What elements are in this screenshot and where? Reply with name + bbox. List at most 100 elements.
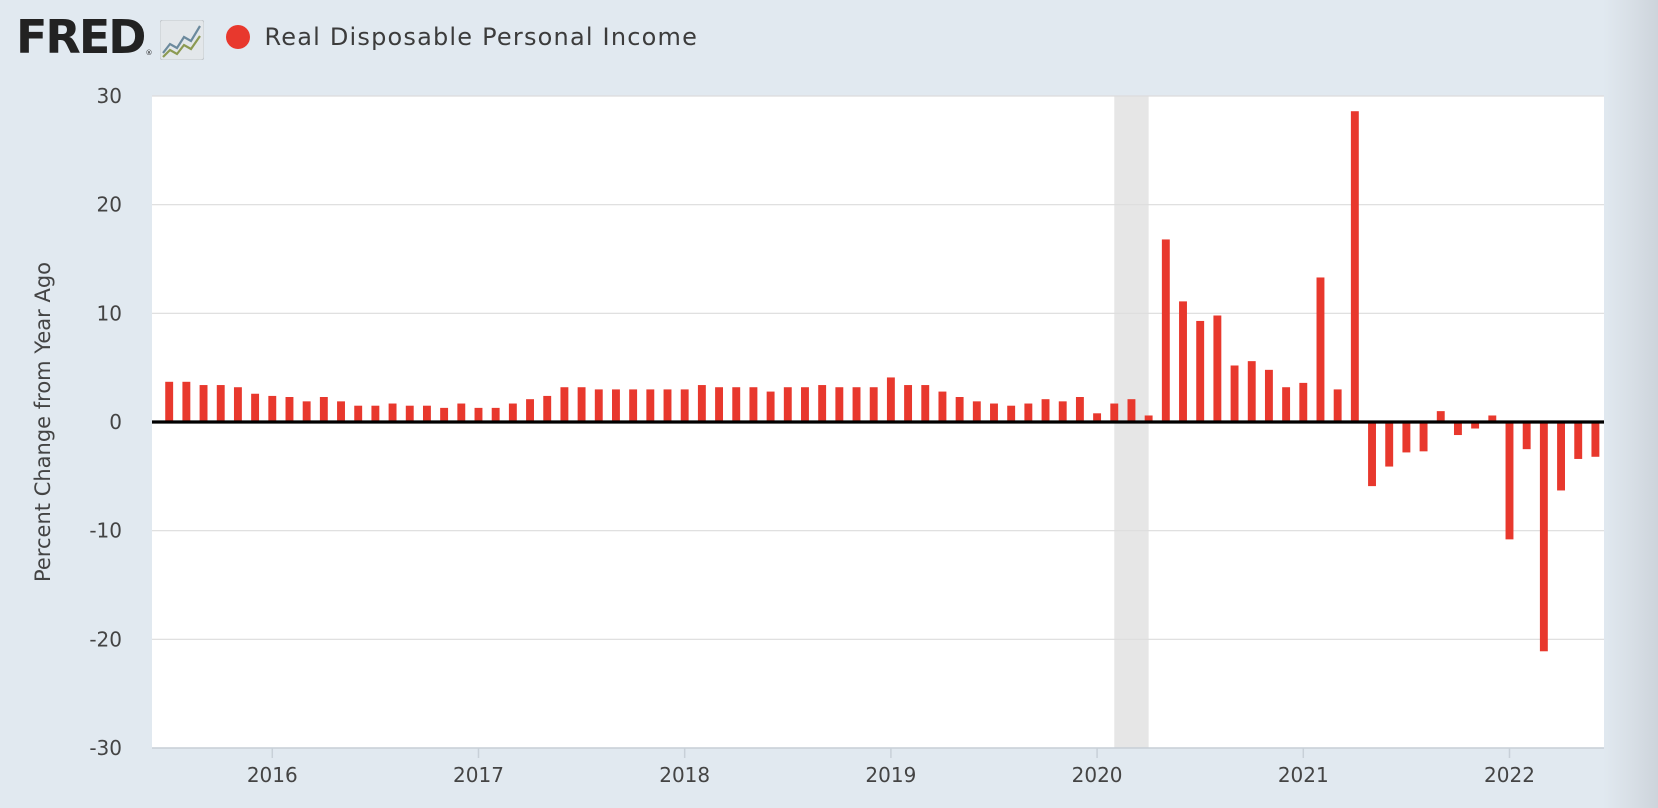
bar[interactable] <box>1333 389 1342 422</box>
legend-label: Real Disposable Personal Income <box>264 23 699 51</box>
bar[interactable] <box>1591 422 1600 457</box>
bar[interactable] <box>1419 422 1428 452</box>
bar[interactable] <box>1247 361 1256 422</box>
bar[interactable] <box>440 407 449 422</box>
bar[interactable] <box>319 397 328 422</box>
bar[interactable] <box>835 387 844 422</box>
bar[interactable] <box>921 385 930 422</box>
bar[interactable] <box>491 407 500 422</box>
bar[interactable] <box>1539 422 1548 652</box>
bar[interactable] <box>1453 422 1462 436</box>
bar[interactable] <box>715 387 724 422</box>
bar[interactable] <box>1471 422 1480 429</box>
bar[interactable] <box>165 381 174 422</box>
bar[interactable] <box>1161 239 1170 422</box>
bar[interactable] <box>1127 399 1136 422</box>
x-tick-label: 2020 <box>1072 763 1123 787</box>
bar[interactable] <box>354 405 363 422</box>
bar[interactable] <box>938 391 947 422</box>
bar[interactable] <box>1196 320 1205 422</box>
bar[interactable] <box>1316 277 1325 422</box>
bar[interactable] <box>1402 422 1411 453</box>
y-axis-title: Percent Change from Year Ago <box>31 262 55 582</box>
bar[interactable] <box>302 401 311 422</box>
bar[interactable] <box>869 387 878 422</box>
bar[interactable] <box>182 381 191 422</box>
bar[interactable] <box>1505 422 1514 540</box>
bar[interactable] <box>1230 365 1239 422</box>
bar[interactable] <box>732 387 741 422</box>
bars-layer <box>165 111 1600 652</box>
bar[interactable] <box>1075 397 1084 422</box>
bar[interactable] <box>543 395 552 422</box>
x-tick-label: 2019 <box>865 763 916 787</box>
bar[interactable] <box>680 389 689 422</box>
bar[interactable] <box>422 405 431 422</box>
bar[interactable] <box>904 385 913 422</box>
y-tick-label: -10 <box>89 519 122 543</box>
bar[interactable] <box>1350 111 1359 423</box>
bar[interactable] <box>594 389 603 422</box>
bar[interactable] <box>216 385 225 422</box>
bar[interactable] <box>1093 413 1102 422</box>
bar[interactable] <box>371 405 380 422</box>
bar[interactable] <box>251 393 260 422</box>
bar[interactable] <box>749 387 758 422</box>
bar[interactable] <box>1299 382 1308 422</box>
bar[interactable] <box>1282 387 1291 422</box>
bar[interactable] <box>1024 403 1033 422</box>
bar[interactable] <box>990 403 998 422</box>
y-tick-label: 30 <box>97 84 122 108</box>
y-tick-label: 0 <box>109 410 122 434</box>
x-tick-label: 2022 <box>1484 763 1535 787</box>
right-edge-shade <box>1603 0 1658 808</box>
bar[interactable] <box>1213 315 1222 422</box>
bar[interactable] <box>337 401 345 422</box>
bar[interactable] <box>663 389 672 422</box>
bar[interactable] <box>1488 415 1497 422</box>
bar[interactable] <box>818 385 827 422</box>
bar[interactable] <box>783 387 792 422</box>
x-tick-label: 2021 <box>1278 763 1329 787</box>
bar[interactable] <box>405 405 414 422</box>
bar[interactable] <box>955 397 964 422</box>
bar[interactable] <box>1007 405 1016 422</box>
bar[interactable] <box>801 387 809 422</box>
bar[interactable] <box>886 377 895 422</box>
x-tick-label: 2017 <box>453 763 504 787</box>
bar[interactable] <box>1144 415 1153 422</box>
bar[interactable] <box>1041 399 1050 422</box>
bar[interactable] <box>629 389 638 422</box>
bar[interactable] <box>1574 422 1583 459</box>
bar[interactable] <box>388 403 397 422</box>
bar[interactable] <box>233 387 242 422</box>
bar[interactable] <box>474 407 483 422</box>
y-tick-label: 10 <box>97 301 122 325</box>
bar[interactable] <box>577 387 586 422</box>
chart-header: FRED ® Real Disposable Personal Income <box>16 14 698 60</box>
bar[interactable] <box>1110 403 1119 422</box>
bar[interactable] <box>646 389 655 422</box>
bar[interactable] <box>508 403 517 422</box>
bar[interactable] <box>457 403 466 422</box>
bar[interactable] <box>1264 369 1273 422</box>
bar[interactable] <box>560 387 569 422</box>
bar[interactable] <box>526 399 534 422</box>
bar[interactable] <box>285 397 294 422</box>
bar[interactable] <box>1058 401 1067 422</box>
bar[interactable] <box>697 385 706 422</box>
bar[interactable] <box>612 389 620 422</box>
bar[interactable] <box>268 395 277 422</box>
bar[interactable] <box>1522 422 1531 450</box>
bar[interactable] <box>1557 422 1565 491</box>
fred-logo[interactable]: FRED ® <box>16 14 205 60</box>
line-graph-icon <box>160 20 205 60</box>
bar[interactable] <box>1436 411 1445 422</box>
bar[interactable] <box>199 385 208 422</box>
bar[interactable] <box>972 401 981 422</box>
bar[interactable] <box>1368 422 1376 487</box>
bar[interactable] <box>1385 422 1394 467</box>
bar[interactable] <box>766 391 775 422</box>
bar[interactable] <box>852 387 861 422</box>
bar[interactable] <box>1179 301 1187 422</box>
